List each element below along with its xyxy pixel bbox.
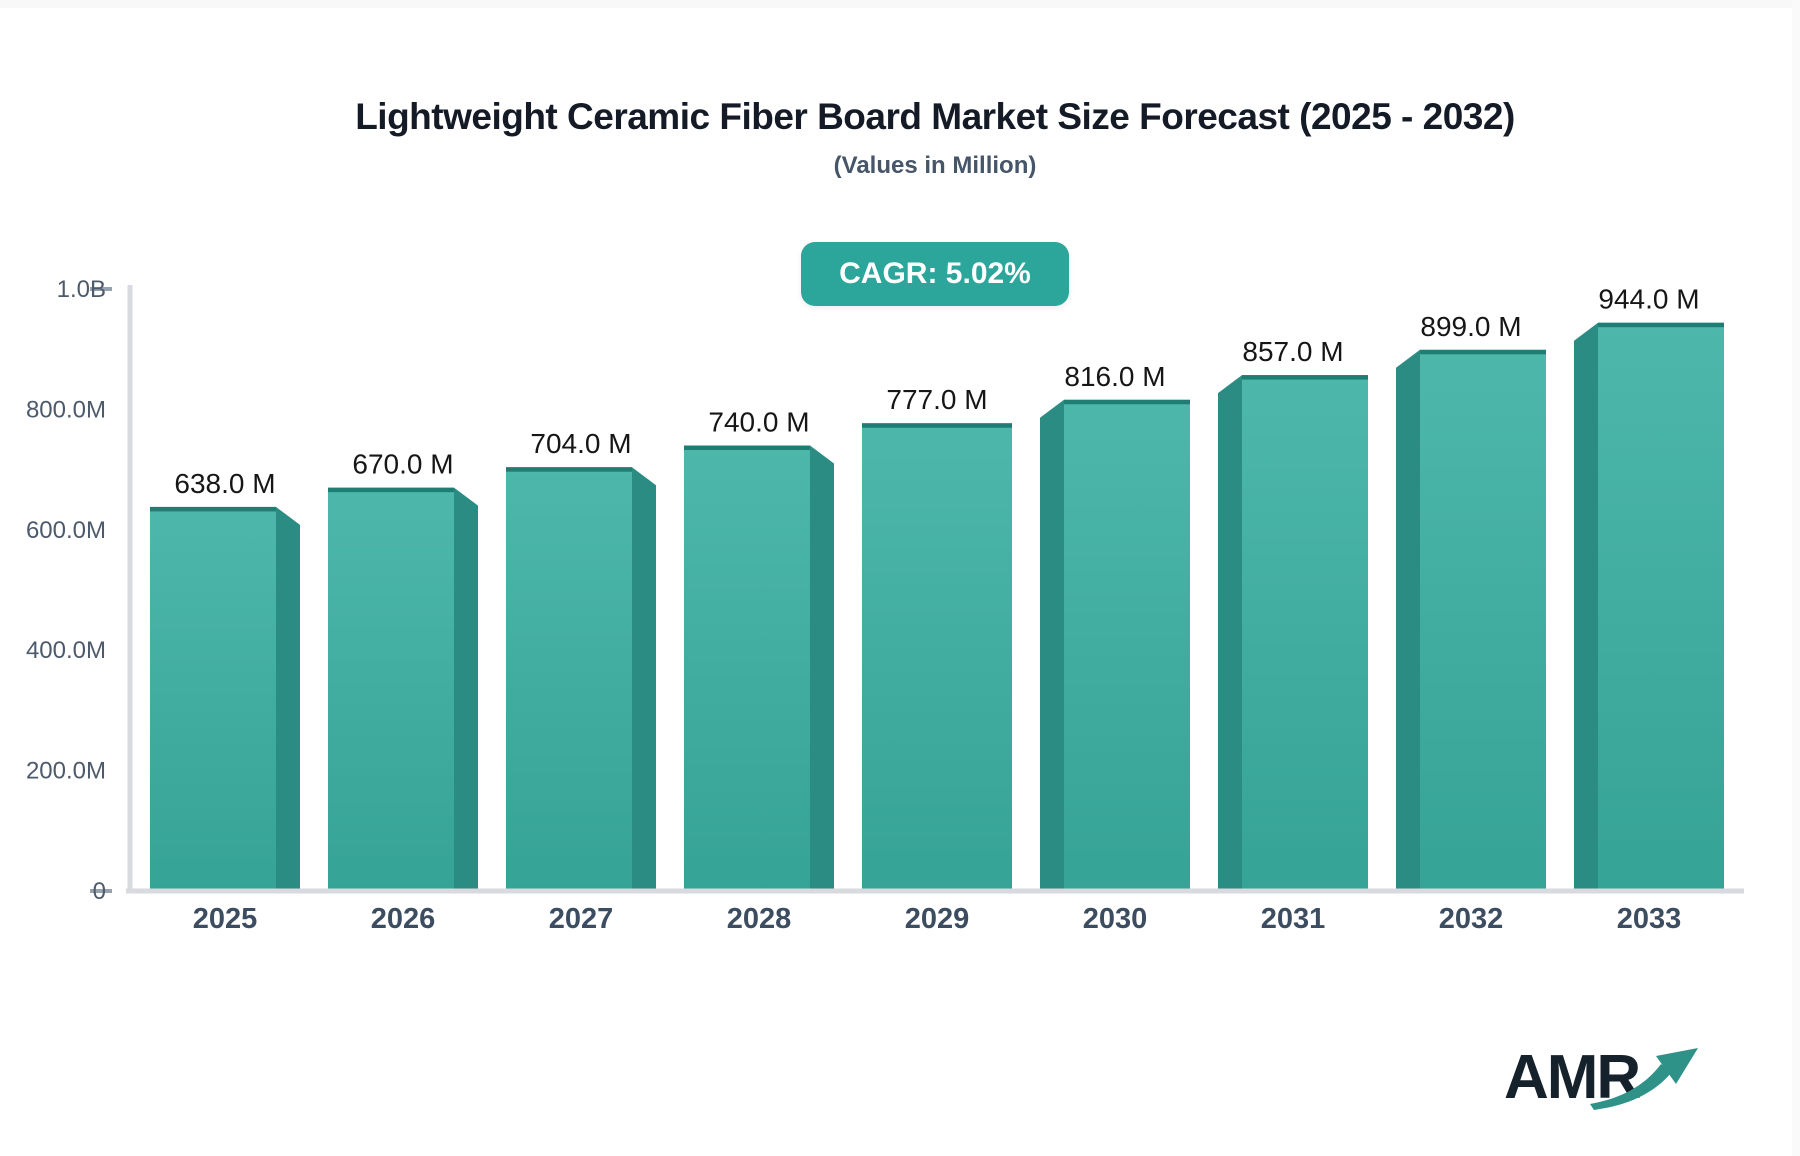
bar-group-2026: 670.0 M 2026	[328, 449, 478, 935]
bar-group-2033: 944.0 M 2033	[1574, 284, 1724, 935]
bar-top-edge	[150, 506, 276, 512]
logo-arrow-swoosh-icon	[1590, 1064, 1672, 1110]
bar-2029	[862, 423, 1012, 891]
bar-2028	[684, 445, 810, 891]
bar-value-label: 857.0 M	[1242, 336, 1343, 367]
chart-subtitle: (Values in Million)	[833, 152, 1037, 179]
x-axis-label: 2030	[1083, 903, 1148, 935]
logo-arrowhead-icon	[1656, 1048, 1698, 1084]
bar-value-label: 944.0 M	[1598, 284, 1699, 315]
bar-group-2028: 740.0 M 2028	[684, 407, 834, 935]
bar-2031	[1242, 375, 1368, 891]
bar-group-2030: 816.0 M 2030	[1040, 361, 1190, 935]
bar-value-label: 740.0 M	[708, 407, 809, 438]
bar-value-label: 899.0 M	[1420, 311, 1521, 342]
x-axis-label: 2033	[1617, 903, 1682, 935]
bar-top-edge	[684, 445, 810, 451]
y-axis-label: 400.0M	[26, 637, 106, 664]
x-axis-label: 2026	[371, 903, 436, 935]
bar-side-face	[1040, 399, 1064, 891]
bar-group-2032: 899.0 M 2032	[1396, 311, 1546, 935]
page-margin-right	[1792, 0, 1800, 1156]
amr-logo: AMR	[1504, 1043, 1698, 1112]
bar-2026	[328, 487, 454, 891]
bar-2033	[1598, 322, 1724, 891]
x-axis-label: 2032	[1439, 903, 1504, 935]
y-axis-label: 200.0M	[26, 758, 106, 785]
bar-top-edge	[328, 487, 454, 493]
bar-side-face	[276, 506, 300, 891]
y-axis-label: 600.0M	[26, 517, 106, 544]
x-axis-label: 2031	[1261, 903, 1326, 935]
bar-top-edge	[1242, 375, 1368, 380]
chart-header: Lightweight Ceramic Fiber Board Market S…	[130, 0, 1740, 306]
bar-top-edge	[506, 467, 632, 472]
bar-value-label: 670.0 M	[352, 449, 453, 480]
bar-2025	[150, 506, 276, 891]
chart-title: Lightweight Ceramic Fiber Board Market S…	[355, 96, 1515, 137]
bar-2027	[506, 467, 632, 891]
cagr-badge: CAGR: 5.02%	[801, 242, 1069, 306]
bar-side-face	[1218, 375, 1242, 891]
bar-group-2029: 777.0 M 2029	[862, 384, 1012, 935]
bar-2032	[1420, 349, 1546, 891]
bar-top-edge	[862, 423, 1012, 428]
bar-side-face	[1574, 322, 1598, 891]
bar-value-label: 704.0 M	[530, 428, 631, 459]
bar-top-edge	[1598, 322, 1724, 328]
y-axis-label: 1.0B	[57, 276, 106, 303]
x-axis-label: 2029	[905, 903, 970, 935]
bar-group-2027: 704.0 M 2027	[506, 428, 656, 935]
bar-side-face	[810, 445, 834, 891]
bar-value-label: 816.0 M	[1064, 361, 1165, 392]
bar-side-face	[632, 467, 656, 891]
bar-value-label: 638.0 M	[174, 468, 275, 499]
bar-group-2025: 638.0 M 2025	[150, 468, 300, 935]
page-margin-top	[0, 0, 1800, 8]
bar-side-face	[454, 487, 478, 891]
bar-2030	[1064, 399, 1190, 891]
bar-top-edge	[1420, 349, 1546, 355]
y-axis-label: 0	[93, 878, 106, 905]
y-axis-label: 800.0M	[26, 396, 106, 423]
x-axis-label: 2025	[193, 903, 258, 935]
bar-group-2031: 857.0 M 2031	[1218, 336, 1368, 935]
bar-value-label: 777.0 M	[886, 384, 987, 415]
bar-side-face	[1396, 349, 1420, 891]
x-axis-label: 2028	[727, 903, 792, 935]
x-axis-label: 2027	[549, 903, 614, 935]
bar-top-edge	[1064, 399, 1190, 405]
